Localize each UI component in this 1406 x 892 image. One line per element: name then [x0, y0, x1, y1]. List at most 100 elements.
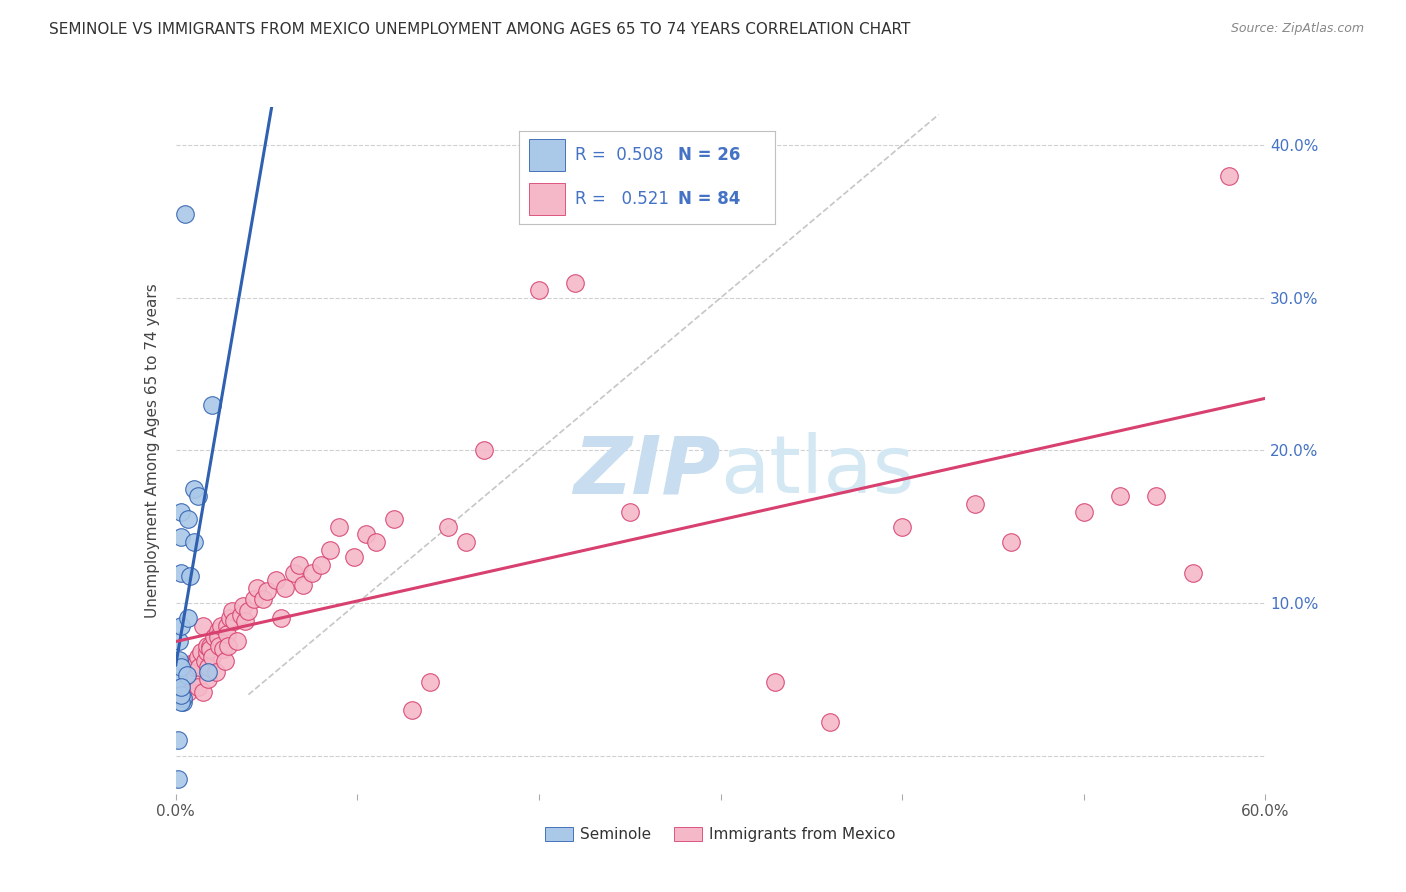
Point [231, 608, 253, 623]
Point [200, 641, 222, 656]
Point [184, 657, 207, 672]
Point [243, 591, 266, 606]
Point [170, 695, 193, 709]
Point [214, 654, 236, 668]
Point [221, 604, 243, 618]
Point [1218, 169, 1240, 183]
Text: ZIP: ZIP [574, 432, 721, 510]
Point [256, 583, 278, 598]
Point [208, 639, 231, 653]
Point [619, 504, 641, 518]
Point [179, 660, 201, 674]
Point [252, 591, 274, 606]
Point [186, 680, 209, 694]
Point [456, 535, 478, 549]
Point [172, 690, 194, 705]
Point [170, 680, 193, 694]
Point [274, 581, 297, 595]
Point [202, 630, 225, 644]
Point [190, 645, 212, 659]
Point [212, 641, 235, 656]
Point [419, 675, 441, 690]
Bar [529, 139, 565, 171]
Point [710, 169, 733, 183]
Point [188, 660, 211, 674]
Point [170, 688, 193, 702]
Point [170, 531, 193, 545]
Point [177, 684, 200, 698]
Text: Source: ZipAtlas.com: Source: ZipAtlas.com [1230, 22, 1364, 36]
Point [191, 684, 214, 698]
Point [201, 398, 224, 412]
Point [197, 660, 219, 674]
Point [183, 535, 205, 549]
Point [1146, 489, 1168, 503]
Point [207, 630, 229, 644]
Point [233, 615, 256, 629]
Point [195, 639, 218, 653]
Point [328, 520, 350, 534]
Point [197, 665, 219, 679]
Point [207, 624, 229, 638]
Point [564, 276, 586, 290]
Bar [529, 183, 565, 215]
Point [356, 527, 378, 541]
Point [238, 604, 260, 618]
Legend: Seminole, Immigrants from Mexico: Seminole, Immigrants from Mexico [538, 821, 903, 848]
Point [184, 654, 207, 668]
Point [437, 520, 460, 534]
Point [215, 619, 238, 633]
Text: R =  0.508: R = 0.508 [575, 146, 664, 164]
Point [177, 611, 200, 625]
Point [246, 581, 269, 595]
Point [1000, 535, 1022, 549]
Point [186, 649, 209, 664]
Point [301, 566, 323, 580]
Y-axis label: Unemployment Among Ages 65 to 74 years: Unemployment Among Ages 65 to 74 years [145, 283, 160, 618]
Text: N = 84: N = 84 [678, 190, 740, 208]
Point [166, 673, 188, 687]
Point [183, 669, 205, 683]
Point [170, 619, 193, 633]
Point [195, 645, 218, 659]
Text: SEMINOLE VS IMMIGRANTS FROM MEXICO UNEMPLOYMENT AMONG AGES 65 TO 74 YEARS CORREL: SEMINOLE VS IMMIGRANTS FROM MEXICO UNEMP… [49, 22, 911, 37]
Point [169, 684, 191, 698]
Point [1181, 566, 1204, 580]
Point [763, 675, 786, 690]
Point [891, 520, 914, 534]
Point [204, 665, 226, 679]
Point [291, 578, 314, 592]
Point [186, 489, 209, 503]
Point [343, 550, 366, 565]
Point [215, 626, 238, 640]
Point [173, 680, 195, 694]
Point [169, 634, 191, 648]
Point [1073, 504, 1095, 518]
Point [179, 657, 201, 672]
Point [217, 639, 239, 653]
Point [288, 558, 311, 572]
Text: atlas: atlas [721, 432, 915, 510]
Point [183, 660, 205, 674]
Text: N = 26: N = 26 [678, 146, 740, 164]
Point [364, 535, 387, 549]
Point [209, 619, 232, 633]
Point [201, 649, 224, 664]
Point [181, 673, 204, 687]
Point [197, 673, 219, 687]
Point [170, 566, 193, 580]
Point [177, 512, 200, 526]
Point [474, 443, 496, 458]
Point [1109, 489, 1132, 503]
Point [181, 665, 204, 679]
Point [382, 512, 405, 526]
Point [222, 615, 245, 629]
Point [200, 639, 222, 653]
Point [176, 675, 198, 690]
Point [176, 668, 198, 682]
Point [169, 652, 191, 666]
Point [527, 283, 550, 297]
Point [264, 573, 287, 587]
Point [319, 542, 342, 557]
Point [170, 688, 193, 702]
